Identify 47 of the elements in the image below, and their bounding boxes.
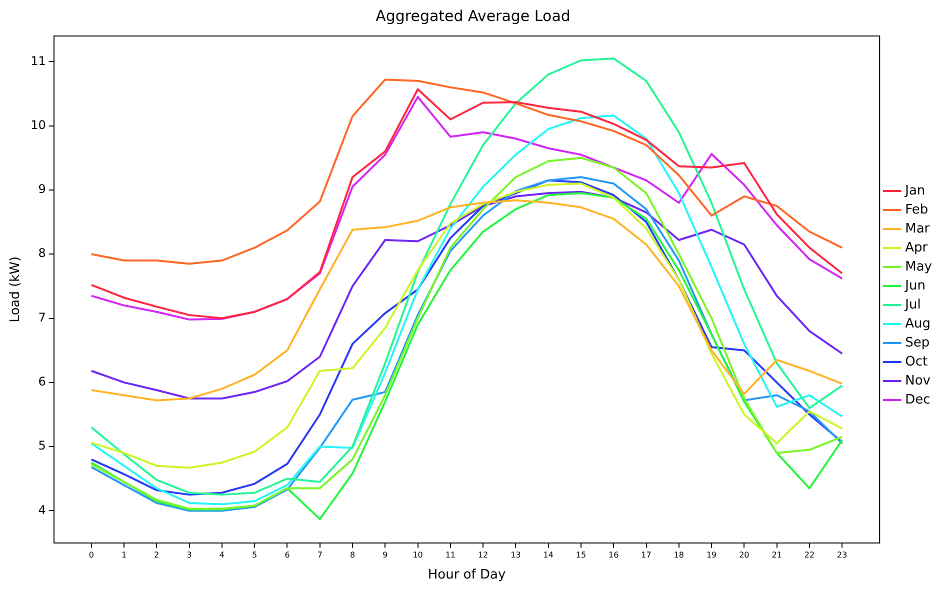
- legend-label: Jun: [904, 278, 926, 294]
- legend-label: Nov: [905, 373, 931, 388]
- x-tick-label: 3: [186, 550, 192, 560]
- x-tick-label: 10: [412, 550, 423, 560]
- x-tick-label: 6: [284, 550, 290, 560]
- x-tick-label: 13: [510, 550, 521, 560]
- y-tick-label: 4: [38, 502, 46, 517]
- y-tick-label: 11: [30, 54, 46, 68]
- x-tick-label: 23: [836, 550, 848, 560]
- y-tick-label: 8: [38, 246, 46, 260]
- legend-label: Dec: [905, 392, 930, 408]
- x-tick-label: 14: [543, 550, 554, 560]
- y-tick-label: 7: [38, 310, 46, 324]
- x-tick-label: 15: [576, 550, 586, 560]
- legend-label: Jan: [904, 183, 926, 198]
- x-tick-label: 9: [382, 550, 388, 560]
- x-tick-label: 20: [739, 550, 750, 560]
- x-tick-label: 22: [804, 550, 815, 560]
- x-tick-label: 16: [608, 550, 619, 560]
- legend-label: Aug: [905, 316, 931, 332]
- x-axis-title: Hour of Day: [428, 568, 506, 583]
- x-tick-label: 8: [350, 550, 356, 560]
- x-tick-label: 19: [706, 550, 717, 560]
- x-tick-label: 5: [252, 550, 258, 560]
- x-tick-label: 2: [154, 550, 160, 560]
- x-tick-label: 4: [219, 550, 225, 560]
- x-tick-label: 7: [317, 550, 322, 560]
- legend-label: Oct: [905, 354, 928, 370]
- x-tick-label: 1: [121, 550, 127, 560]
- legend-label: Mar: [905, 221, 930, 236]
- x-tick-label: 18: [674, 550, 684, 560]
- y-axis-title: Load (kW): [8, 256, 24, 322]
- y-tick-label: 6: [38, 374, 46, 389]
- legend-label: Jul: [904, 297, 921, 312]
- x-tick-label: 21: [772, 550, 782, 560]
- x-tick-label: 0: [88, 550, 94, 560]
- y-tick-label: 5: [38, 438, 46, 453]
- legend-label: Apr: [905, 240, 928, 256]
- legend-label: Feb: [905, 202, 928, 218]
- legend-label: May: [905, 259, 932, 274]
- x-tick-label: 11: [445, 550, 456, 560]
- x-tick-label: 17: [641, 550, 652, 560]
- y-tick-label: 9: [38, 182, 46, 196]
- x-tick-label: 12: [478, 550, 488, 560]
- legend-label: Sep: [905, 335, 930, 350]
- y-tick-label: 10: [30, 118, 46, 132]
- chart-title: Aggregated Average Load: [376, 6, 570, 25]
